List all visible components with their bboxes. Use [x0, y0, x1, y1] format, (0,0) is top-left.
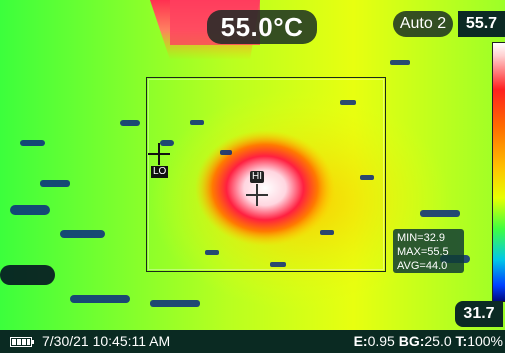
emissivity-label: E:: [353, 333, 368, 349]
measurement-stats: MIN=32.9 MAX=55.5 AVG=44.0: [393, 229, 464, 273]
camera-parameters: E:0.95 BG:25.0 T:100%: [354, 330, 503, 353]
transmission-label: T:: [455, 333, 468, 349]
thermal-image: [0, 0, 505, 330]
lo-marker-label: LO: [151, 166, 169, 178]
battery-icon: [10, 337, 34, 347]
color-scale-bar: [492, 42, 505, 302]
center-temperature-readout: 55.0°C: [207, 10, 317, 44]
roi-min: MIN=32.9: [397, 232, 445, 244]
scale-mode-button[interactable]: Auto 2: [393, 11, 453, 37]
emissivity-value: 0.95: [367, 333, 395, 349]
roi-avg: AVG=44.0: [397, 260, 448, 272]
roi-max: MAX=55.5: [397, 246, 449, 258]
crosshair-icon: [148, 143, 170, 165]
measurement-box[interactable]: [146, 77, 386, 272]
scale-min-value: 31.7: [455, 301, 503, 327]
hi-marker-label: HI: [250, 171, 264, 183]
scale-max-value: 55.7: [458, 11, 505, 37]
transmission-value: 100%: [467, 333, 503, 349]
date-time: 7/30/21 10:45:11 AM: [42, 333, 171, 349]
background-value: 25.0: [424, 333, 452, 349]
crosshair-icon: [246, 184, 268, 206]
status-bar: 7/30/21 10:45:11 AM E:0.95 BG:25.0 T:100…: [0, 330, 505, 353]
background-label: BG:: [398, 333, 425, 349]
